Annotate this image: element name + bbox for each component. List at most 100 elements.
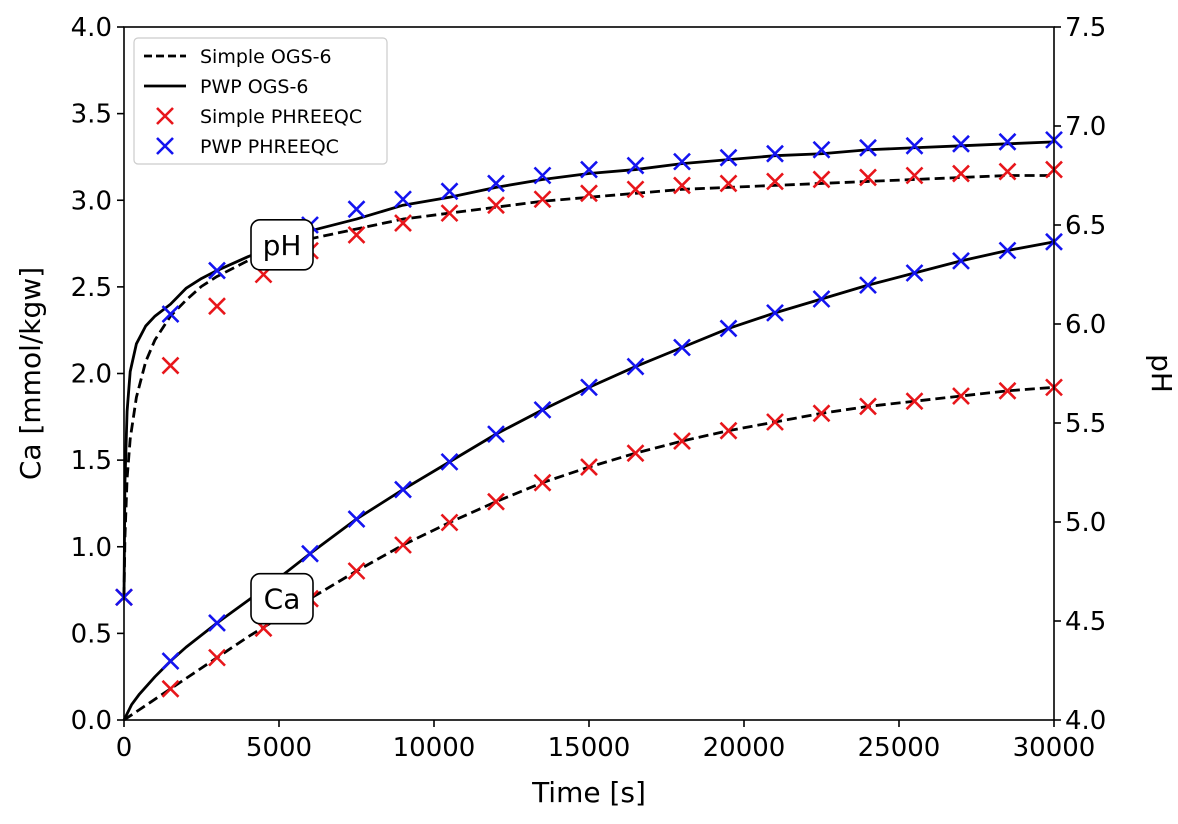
data-point-marker [533,400,552,419]
y-right-tick-label: 7.0 [1065,112,1106,142]
legend-box [133,37,388,165]
data-point-marker [533,473,552,492]
data-point-marker [673,176,691,195]
x-tick-label: 5000 [246,733,312,763]
annotation-label: Ca [264,583,301,616]
data-point-marker [440,204,459,223]
data-point-marker [673,338,691,357]
series-ph-pwp-ogs-6 [122,140,1055,598]
data-point-marker [580,458,598,476]
x-axis-title: Time [s] [531,776,646,809]
annotation-ca: Ca [250,572,314,625]
data-point-marker [208,648,226,667]
data-point-marker [208,614,226,632]
y-right-tick-label: 5.0 [1065,508,1106,538]
data-point-marker [394,190,412,209]
data-point-marker [626,444,645,463]
data-point-marker [208,297,226,316]
data-point-marker [394,536,412,554]
legend-label: PWP OGS-6 [200,76,308,98]
data-point-marker [998,162,1017,181]
series-ph-simple-ogs-6 [122,174,1054,598]
y-left-tick-label: 3.5 [71,100,112,130]
y-right-tick-label: 6.5 [1065,211,1106,241]
data-point-marker [161,305,180,324]
data-point-marker [905,166,924,185]
data-point-marker [905,136,924,155]
legend: Simple OGS-6 PWP OGS-6 Simple PHREEQC PWP P… [133,37,388,165]
data-point-marker [347,225,366,244]
x-tick-label: 10000 [393,733,476,763]
y-left-tick-label: 2.5 [71,273,112,303]
data-point-marker [905,264,924,282]
data-point-marker [533,166,552,185]
data-point-marker [580,160,598,179]
y-left-tick-label: 2.0 [71,360,112,390]
y-right-tick-label: 4.0 [1065,706,1106,736]
annotation-layer: pH Ca [250,219,314,625]
annotation-box [250,219,314,271]
data-point-marker [580,378,598,397]
data-point-marker [673,152,691,171]
data-point-marker [580,184,598,203]
data-point-marker [952,387,970,405]
data-point-marker [719,319,738,338]
series-line [122,174,1054,598]
data-point-marker [719,174,738,193]
y-left-tick-label: 3.0 [71,186,112,216]
y-right-tick-label: 7.5 [1065,13,1106,43]
x-tick-label: 25000 [858,733,941,763]
annotation-ph: pH [250,219,314,271]
annotation-box [250,572,314,625]
data-point-marker [766,413,784,431]
data-point-marker [347,510,366,528]
legend-label: Simple OGS-6 [200,46,332,68]
legend-entry-simple-phreeqc: Simple PHREEQC [156,106,362,128]
data-point-marker [301,544,319,563]
data-point-marker [859,138,877,157]
data-point-marker [719,148,738,167]
data-point-marker [766,172,784,191]
data-point-marker [859,276,877,295]
data-point-marker [440,513,459,532]
data-point-marker [998,132,1017,151]
legend-entry-pwp-ogs-6: PWP OGS-6 [144,76,308,98]
y-left-tick-label: 0.0 [71,706,112,736]
y-right-axis-title: pH [1145,354,1178,393]
y-left-tick-label: 4.0 [71,13,112,43]
data-point-marker [161,652,180,671]
series-ca-pwp-phreeqc [161,232,1063,671]
y-right-tick-label: 5.5 [1065,409,1106,439]
annotation-label: pH [263,229,302,262]
data-point-marker [905,392,924,411]
x-tick-label: 0 [116,733,133,763]
y-right-tick-label: 6.0 [1065,310,1106,340]
data-point-marker [719,421,738,440]
series-line [122,140,1055,598]
axes-layer: 0 5000 10000 15000 20000 25000 30000 0.0 0.5 1.0 1… [14,13,1178,809]
data-point-marker [347,562,366,580]
data-point-marker [487,425,505,444]
data-point-marker [440,452,459,471]
data-point-marker [440,182,459,201]
data-point-marker [487,196,505,215]
data-point-marker [859,397,877,416]
data-point-marker [952,251,970,270]
legend-entry-pwp-phreeqc: PWP PHREEQC [156,136,339,158]
y-left-tick-label: 1.5 [71,446,112,476]
data-point-marker [533,190,552,209]
data-point-marker [766,303,784,322]
data-point-marker [487,174,505,193]
data-point-marker [998,381,1017,400]
y-left-tick-label: 0.5 [71,619,112,649]
legend-marker [156,137,174,155]
data-point-marker [859,168,877,187]
data-point-marker [161,679,180,698]
data-point-marker [812,290,831,308]
data-point-marker [812,140,831,159]
y-right-tick-label: 4.5 [1065,607,1106,637]
data-point-marker [626,156,645,175]
legend-entry-simple-ogs-6: Simple OGS-6 [144,46,332,68]
legend-marker [156,107,174,125]
x-tick-label: 15000 [548,733,631,763]
